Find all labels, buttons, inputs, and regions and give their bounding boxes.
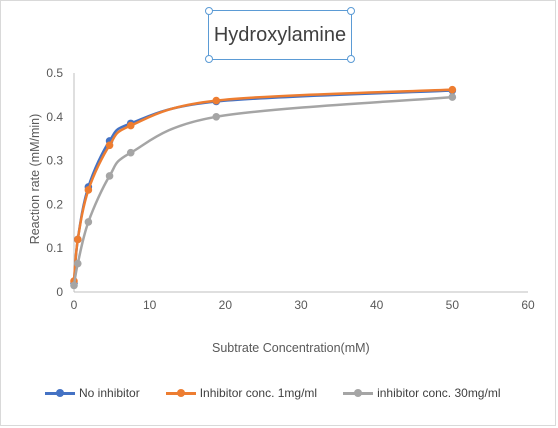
series-point-1: [126, 121, 135, 130]
legend-label: Inhibitor conc. 1mg/ml: [199, 386, 318, 400]
series-point-1: [105, 141, 114, 150]
legend-label: inhibitor conc. 30mg/ml: [377, 386, 501, 400]
series-point-1: [73, 235, 82, 244]
resize-handle-top-left[interactable]: [205, 7, 213, 15]
series-point-2: [212, 113, 221, 121]
resize-handle-bottom-right[interactable]: [347, 55, 355, 63]
chart-title: Hydroxylamine: [213, 23, 347, 46]
x-tick-label: 10: [143, 298, 157, 312]
x-tick-label: 20: [219, 298, 233, 312]
y-tick-label: 0.4: [46, 110, 63, 124]
x-tick-label: 30: [294, 298, 308, 312]
y-tick-label: 0.5: [46, 66, 63, 80]
resize-handle-bottom-left[interactable]: [205, 55, 213, 63]
series-line-0: [72, 89, 453, 284]
chart-title-box[interactable]: Hydroxylamine: [205, 7, 355, 63]
y-tick-label: 0.2: [46, 197, 63, 211]
y-tick-label: 0.3: [46, 154, 63, 168]
y-tick-label: 0.1: [46, 241, 63, 255]
x-tick-label: 0: [71, 298, 78, 312]
series-point-2: [84, 218, 93, 226]
series-point-1: [448, 85, 457, 94]
legend-swatch: [343, 388, 374, 398]
series-line-1: [72, 88, 453, 282]
legend-label: No inhibitor: [79, 386, 140, 400]
series-point-2: [448, 93, 457, 101]
legend-swatch: [165, 388, 196, 398]
legend-swatch: [45, 388, 75, 398]
legend-entry-no-inhibitor: No inhibitor: [45, 386, 140, 400]
x-tick-label: 50: [446, 298, 460, 312]
series-point-2: [73, 259, 82, 268]
legend-entry-inhibitor-30mg: inhibitor conc. 30mg/ml: [343, 386, 500, 400]
series-point-2: [105, 172, 114, 180]
x-axis-title: Subtrate Concentration(mM): [212, 341, 370, 355]
y-tick-label: 0: [56, 285, 63, 299]
series-point-2: [126, 148, 135, 157]
resize-handle-top-right[interactable]: [347, 7, 355, 15]
series-point-2: [70, 281, 78, 290]
x-tick-label: 40: [370, 298, 384, 312]
x-tick-label: 60: [521, 298, 535, 312]
series-point-1: [212, 96, 221, 105]
legend-entry-inhibitor-1mg: Inhibitor conc. 1mg/ml: [165, 386, 318, 400]
y-axis-title: Reaction rate (mM/min): [28, 113, 42, 245]
series-point-1: [84, 186, 93, 194]
chart-legend: No inhibitor Inhibitor conc. 1mg/ml inhi…: [45, 386, 500, 400]
